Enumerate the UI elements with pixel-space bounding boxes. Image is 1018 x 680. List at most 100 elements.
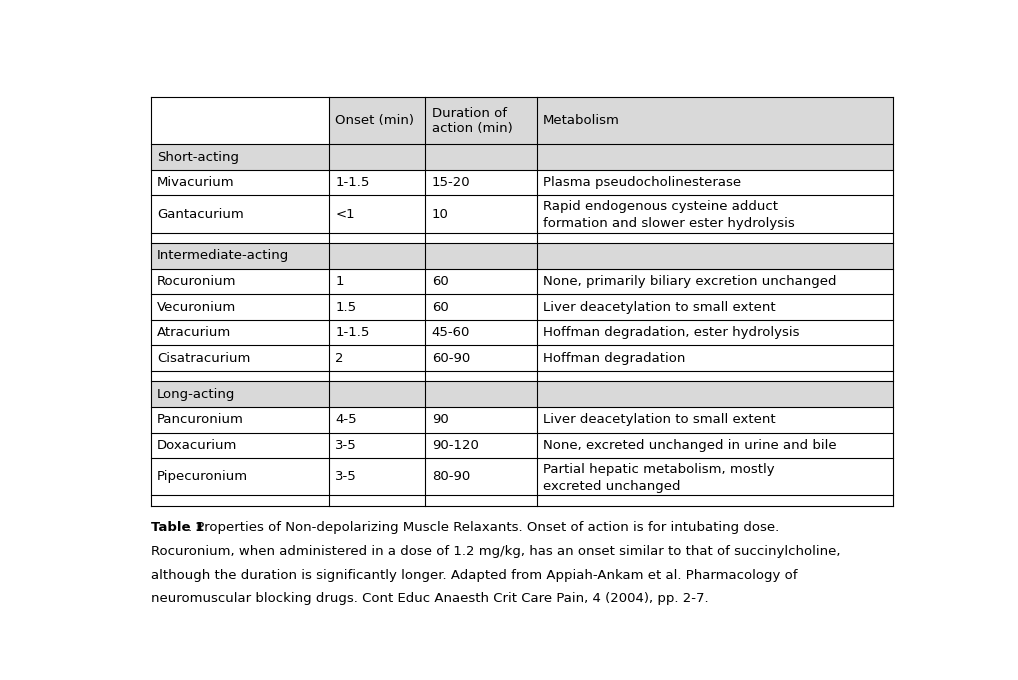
- Bar: [329, 345, 426, 371]
- Bar: [426, 432, 536, 458]
- Bar: [329, 195, 426, 233]
- Text: Long-acting: Long-acting: [157, 388, 235, 401]
- Bar: [151, 233, 329, 243]
- Bar: [426, 294, 536, 320]
- Bar: [151, 195, 329, 233]
- Bar: [536, 458, 893, 496]
- Bar: [536, 294, 893, 320]
- Text: Table 1: Table 1: [151, 522, 205, 534]
- Text: 10: 10: [432, 207, 449, 220]
- Text: although the duration is significantly longer. Adapted from Appiah-Ankam et al. : although the duration is significantly l…: [151, 568, 797, 581]
- Text: 3-5: 3-5: [335, 439, 357, 452]
- Text: . Properties of Non-depolarizing Muscle Relaxants. Onset of action is for intuba: . Properties of Non-depolarizing Muscle …: [188, 522, 780, 534]
- Text: <1: <1: [335, 207, 355, 220]
- Text: None, primarily biliary excretion unchanged: None, primarily biliary excretion unchan…: [543, 275, 837, 288]
- Bar: [151, 243, 893, 269]
- Bar: [426, 458, 536, 496]
- Bar: [151, 97, 329, 144]
- Bar: [426, 496, 536, 506]
- Text: Doxacurium: Doxacurium: [157, 439, 237, 452]
- Text: Liver deacetylation to small extent: Liver deacetylation to small extent: [543, 301, 776, 313]
- Text: Rocuronium, when administered in a dose of 1.2 mg/kg, has an onset similar to th: Rocuronium, when administered in a dose …: [151, 545, 841, 558]
- Text: 4-5: 4-5: [335, 413, 357, 426]
- Bar: [426, 170, 536, 195]
- Bar: [536, 371, 893, 381]
- Bar: [329, 496, 426, 506]
- Bar: [329, 320, 426, 345]
- Bar: [426, 345, 536, 371]
- Text: Cisatracurium: Cisatracurium: [157, 352, 250, 364]
- Text: Duration of
action (min): Duration of action (min): [432, 107, 512, 135]
- Bar: [151, 432, 329, 458]
- Bar: [329, 233, 426, 243]
- Bar: [536, 233, 893, 243]
- Text: Short-acting: Short-acting: [157, 150, 239, 164]
- Text: Intermediate-acting: Intermediate-acting: [157, 250, 289, 262]
- Bar: [329, 269, 426, 294]
- Text: Plasma pseudocholinesterase: Plasma pseudocholinesterase: [543, 176, 741, 189]
- Text: Liver deacetylation to small extent: Liver deacetylation to small extent: [543, 413, 776, 426]
- Bar: [329, 294, 426, 320]
- Text: 3-5: 3-5: [335, 471, 357, 483]
- Bar: [536, 97, 893, 144]
- Bar: [151, 458, 329, 496]
- Text: Rapid endogenous cysteine adduct
formation and slower ester hydrolysis: Rapid endogenous cysteine adduct formati…: [543, 200, 795, 230]
- Bar: [151, 144, 893, 170]
- Text: 2: 2: [335, 352, 344, 364]
- Bar: [329, 371, 426, 381]
- Text: Rocuronium: Rocuronium: [157, 275, 237, 288]
- Text: 90-120: 90-120: [432, 439, 478, 452]
- Bar: [426, 320, 536, 345]
- Text: Hoffman degradation, ester hydrolysis: Hoffman degradation, ester hydrolysis: [543, 326, 799, 339]
- Text: Pancuronium: Pancuronium: [157, 413, 244, 426]
- Bar: [536, 496, 893, 506]
- Text: Atracurium: Atracurium: [157, 326, 231, 339]
- Bar: [426, 97, 536, 144]
- Bar: [426, 371, 536, 381]
- Bar: [151, 170, 329, 195]
- Bar: [426, 269, 536, 294]
- Text: 1.5: 1.5: [335, 301, 356, 313]
- Text: neuromuscular blocking drugs. Cont Educ Anaesth Crit Care Pain, 4 (2004), pp. 2-: neuromuscular blocking drugs. Cont Educ …: [151, 592, 709, 605]
- Text: 60: 60: [432, 301, 448, 313]
- Bar: [536, 432, 893, 458]
- Text: 60-90: 60-90: [432, 352, 470, 364]
- Bar: [536, 407, 893, 432]
- Bar: [151, 345, 329, 371]
- Text: 1-1.5: 1-1.5: [335, 176, 370, 189]
- Bar: [151, 371, 329, 381]
- Text: Metabolism: Metabolism: [543, 114, 620, 127]
- Text: Partial hepatic metabolism, mostly
excreted unchanged: Partial hepatic metabolism, mostly excre…: [543, 462, 775, 493]
- Bar: [536, 195, 893, 233]
- Bar: [151, 407, 329, 432]
- Bar: [536, 269, 893, 294]
- Bar: [329, 432, 426, 458]
- Bar: [426, 233, 536, 243]
- Text: Hoffman degradation: Hoffman degradation: [543, 352, 685, 364]
- Text: 80-90: 80-90: [432, 471, 470, 483]
- Text: Pipecuronium: Pipecuronium: [157, 471, 248, 483]
- Text: 1: 1: [335, 275, 344, 288]
- Bar: [151, 381, 893, 407]
- Bar: [426, 195, 536, 233]
- Text: 1-1.5: 1-1.5: [335, 326, 370, 339]
- Bar: [151, 294, 329, 320]
- Text: Vecuronium: Vecuronium: [157, 301, 236, 313]
- Bar: [426, 407, 536, 432]
- Bar: [151, 496, 329, 506]
- Bar: [329, 458, 426, 496]
- Text: Gantacurium: Gantacurium: [157, 207, 244, 220]
- Bar: [536, 345, 893, 371]
- Bar: [329, 97, 426, 144]
- Bar: [536, 170, 893, 195]
- Bar: [329, 407, 426, 432]
- Text: Mivacurium: Mivacurium: [157, 176, 235, 189]
- Bar: [151, 320, 329, 345]
- Text: None, excreted unchanged in urine and bile: None, excreted unchanged in urine and bi…: [543, 439, 837, 452]
- Bar: [536, 320, 893, 345]
- Text: 60: 60: [432, 275, 448, 288]
- Text: 45-60: 45-60: [432, 326, 470, 339]
- Bar: [329, 170, 426, 195]
- Text: Onset (min): Onset (min): [335, 114, 414, 127]
- Text: 15-20: 15-20: [432, 176, 470, 189]
